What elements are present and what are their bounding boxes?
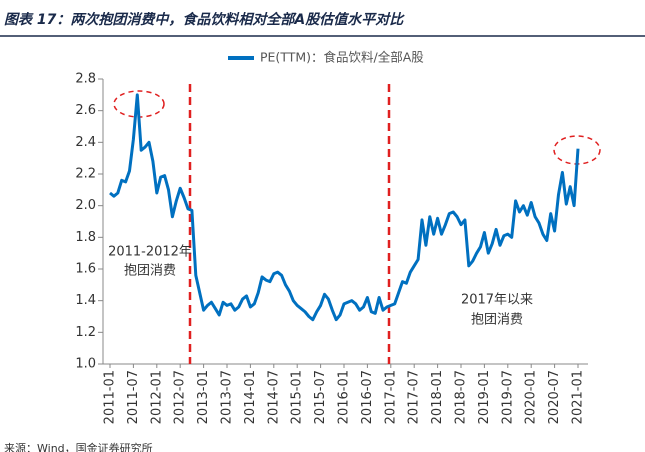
chart-title: 图表 17：两次抱团消费中，食品饮料相对全部A股估值水平对比 (4, 11, 405, 28)
x-tick-label: 2018-01 (430, 370, 445, 424)
x-tick-label: 2013-01 (196, 370, 211, 424)
x-tick-label: 2019-01 (477, 370, 492, 424)
y-tick-label: 1.8 (75, 230, 96, 245)
x-tick-label: 2011-01 (103, 370, 118, 424)
y-tick-label: 2.0 (75, 198, 96, 213)
annotation: 抱团消费 (471, 312, 523, 328)
x-tick-label: 2017-01 (383, 370, 398, 424)
x-tick-label: 2014-07 (266, 370, 281, 424)
annotation: 2011-2012年 (108, 245, 192, 260)
y-tick-label: 1.4 (75, 293, 96, 308)
annotation: 抱团消费 (124, 263, 176, 279)
x-tick-label: 2017-07 (407, 370, 422, 424)
x-tick-label: 2019-07 (500, 370, 515, 424)
x-tick-label: 2014-01 (243, 370, 258, 424)
x-tick-label: 2016-01 (337, 370, 352, 424)
x-tick-label: 2016-07 (360, 370, 375, 424)
x-tick-label: 2020-01 (524, 370, 539, 424)
y-tick-label: 2.8 (75, 72, 96, 87)
x-tick-label: 2011-07 (126, 370, 141, 424)
y-tick-label: 1.2 (75, 325, 96, 340)
y-tick-label: 1.6 (75, 262, 96, 277)
data-line (109, 93, 580, 322)
x-tick-label: 2021-01 (571, 370, 586, 424)
source-note: 来源：Wind，国金证券研究所 (4, 441, 153, 452)
annotation: 2017年以来 (461, 293, 533, 308)
y-tick-label: 1.0 (75, 357, 96, 372)
x-tick-label: 2015-07 (313, 370, 328, 424)
y-tick-label: 2.2 (75, 167, 96, 182)
x-tick-label: 2012-01 (149, 370, 164, 424)
x-tick-label: 2015-01 (290, 370, 305, 424)
x-tick-label: 2020-07 (547, 370, 562, 424)
x-tick-label: 2018-07 (454, 370, 469, 424)
x-tick-label: 2013-07 (220, 370, 235, 424)
legend-label: PE(TTM)：食品饮料/全部A股 (260, 50, 424, 65)
y-tick-label: 2.4 (75, 135, 96, 150)
y-tick-label: 2.6 (75, 103, 96, 118)
x-tick-label: 2012-07 (173, 370, 188, 424)
